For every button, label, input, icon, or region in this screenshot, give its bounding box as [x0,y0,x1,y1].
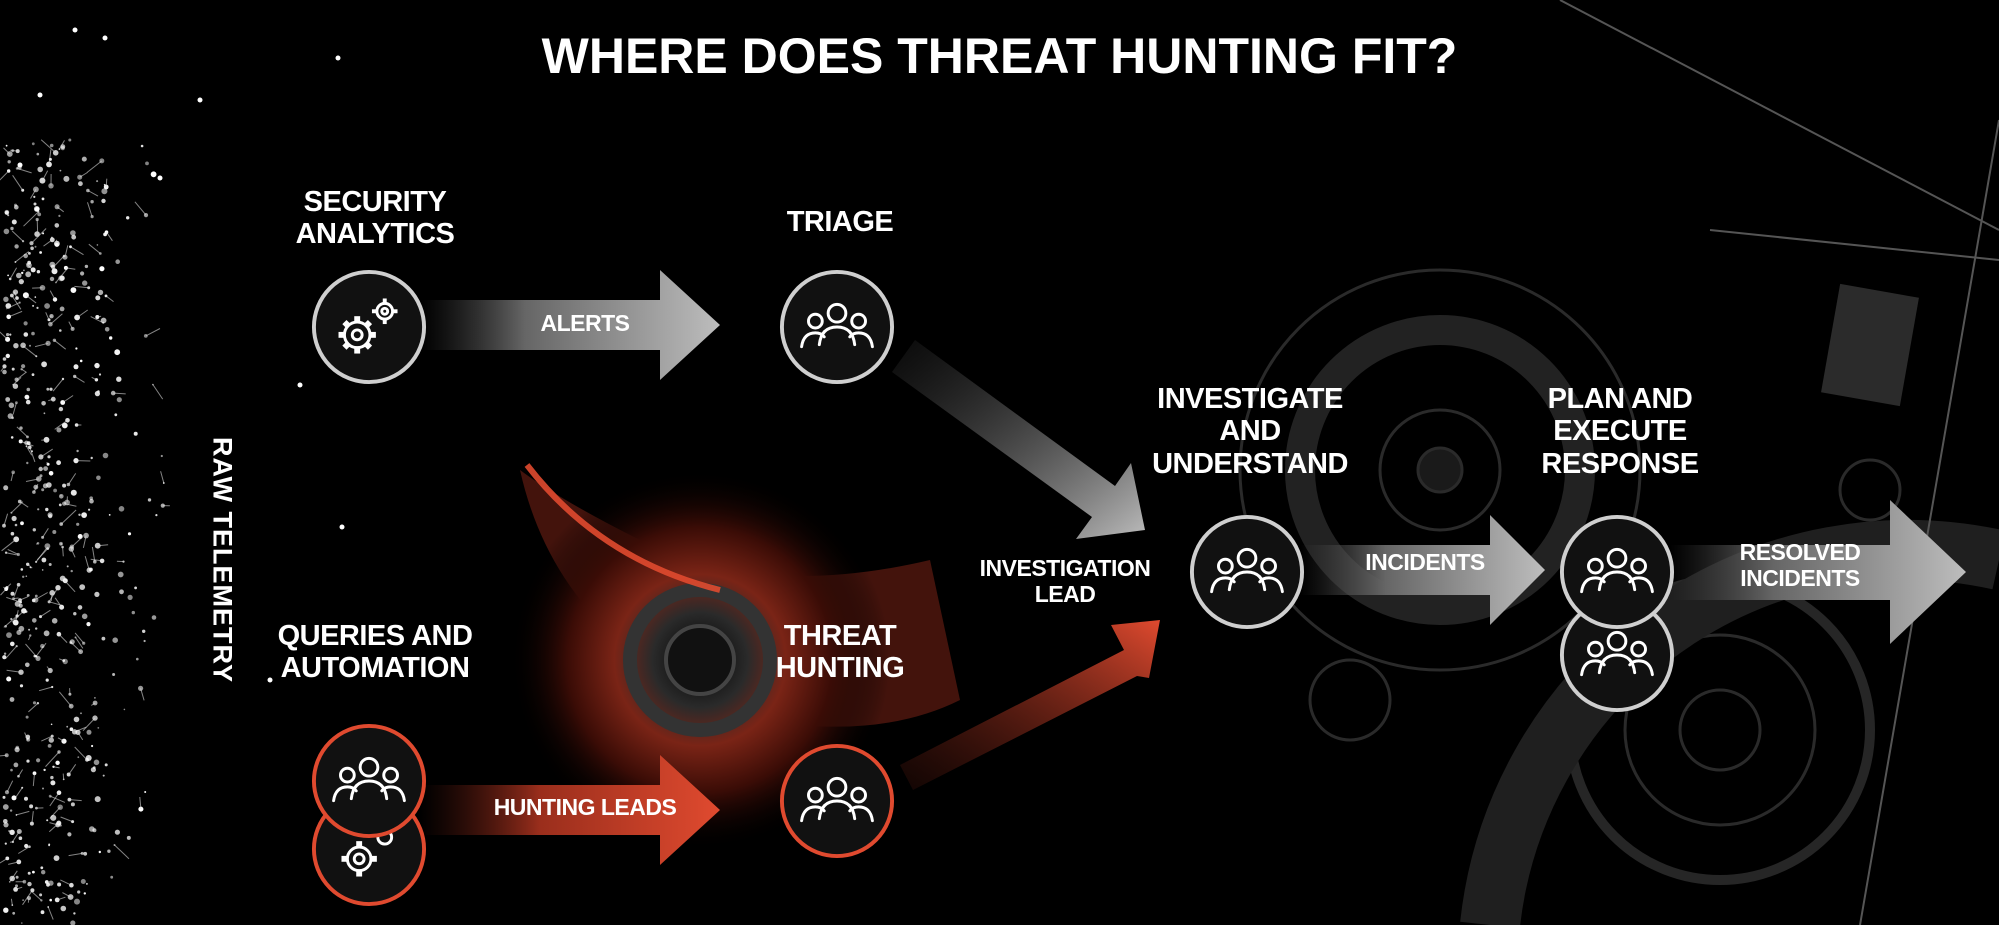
plan-execute-node [1558,513,1676,631]
people-group-icon [1189,514,1305,630]
gears-icon [311,269,427,385]
queries-node [310,722,428,840]
people-group-icon [311,723,427,839]
people-group-icon [1559,514,1675,630]
triage-label: TRIAGE [786,206,894,238]
plan-execute-response-label: PLAN AND EXECUTE RESPONSE [1541,383,1699,480]
alerts-label: ALERTS [540,310,631,336]
page-title: WHERE DOES THREAT HUNTING FIT? [541,28,1458,84]
incidents-arrow [1300,515,1545,625]
resolved-incidents-arrow [1670,500,1966,644]
telemetry-particle-cloud [0,27,345,925]
security-analytics-label: SECURITY ANALYTICS [295,186,455,251]
resolved-incidents-label: RESOLVED INCIDENTS [1739,539,1861,591]
investigation-lead-label: INVESTIGATION LEAD [979,555,1151,607]
background-box-graphic [1821,283,1919,407]
investigate-understand-label: INVESTIGATE AND UNDERSTAND [1152,383,1348,480]
alerts-arrow [420,270,720,380]
triage-to-investigate-arrow [892,340,1145,539]
investigate-node [1188,513,1306,631]
threat-hunting-node [778,742,896,860]
hunting-leads-label: HUNTING LEADS [493,794,677,820]
incidents-label: INCIDENTS [1365,549,1485,575]
people-group-icon [779,269,895,385]
triage-node [778,268,896,386]
hunting-leads-arrow [420,755,720,865]
queries-automation-label: QUERIES AND AUTOMATION [277,620,473,685]
investigation-lead-arrow [900,620,1160,790]
people-group-icon [779,743,895,859]
threat-hunting-label: THREAT HUNTING [775,620,905,685]
security-analytics-node [310,268,428,386]
red-eye-graphic [510,463,960,850]
background-lines [1559,0,1999,925]
